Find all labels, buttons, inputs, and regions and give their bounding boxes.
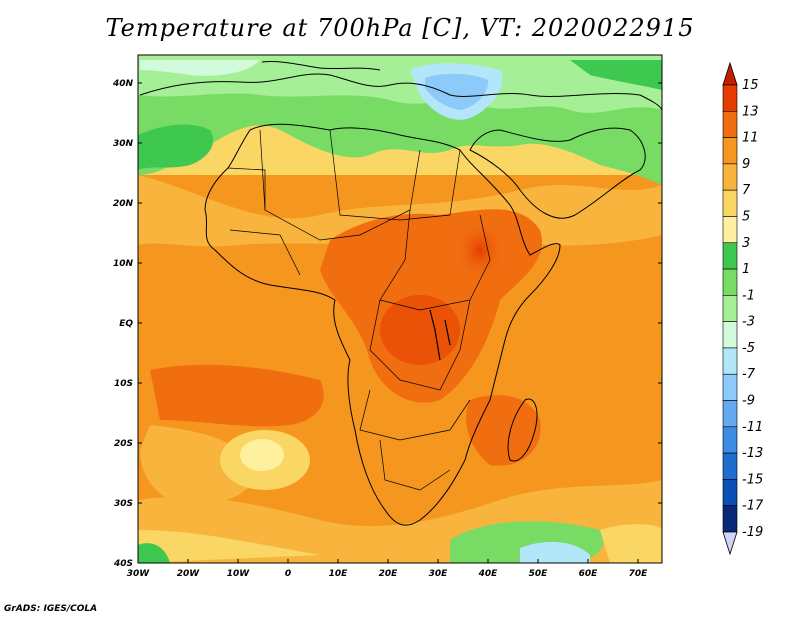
colorbar-swatch (722, 268, 738, 296)
colorbar-bottom-arrow (722, 531, 738, 556)
colorbar-swatch (722, 137, 738, 165)
colorbar-swatch (722, 84, 738, 112)
longitude-labels: 30W 20W 10W 0 10E 20E 30E 40E 50E 60E 70… (127, 569, 648, 579)
colorbar-swatch (722, 479, 738, 507)
colorbar-swatch (722, 426, 738, 454)
lon-label: 40E (478, 569, 499, 579)
lon-label: 20E (379, 569, 399, 579)
latitude-labels: 40N 30N 20N 10N EQ 10S 20S 30S 40S (112, 79, 134, 569)
axis-ticks (138, 82, 662, 563)
lon-label: 70E (629, 569, 649, 579)
colorbar-label: -13 (742, 446, 763, 461)
temperature-field (138, 55, 662, 563)
lon-label: 10E (329, 569, 349, 579)
colorbar-swatch (722, 347, 738, 375)
colorbar-swatch (722, 505, 738, 533)
lat-label: 30N (113, 139, 134, 149)
lat-label: EQ (119, 319, 133, 329)
lon-label: 0 (285, 569, 291, 579)
colorbar-label: -15 (742, 472, 763, 487)
colorbar-swatch (722, 189, 738, 217)
map-title: Temperature at 700hPa [C], VT: 202002291… (105, 14, 695, 42)
lat-label: 40S (113, 559, 133, 569)
map-frame (137, 54, 663, 564)
colorbar-swatch (722, 373, 738, 401)
lon-label: 20W (177, 569, 201, 579)
lon-label: 10W (227, 569, 251, 579)
coastlines (139, 61, 662, 526)
colorbar-label: 11 (742, 131, 759, 146)
colorbar-label: 5 (742, 209, 750, 224)
colorbar-label: -3 (742, 315, 755, 330)
colorbar-swatch (722, 452, 738, 480)
lon-label: 50E (529, 569, 549, 579)
colorbar-label: 1 (742, 262, 750, 277)
colorbar: 15 13 11 9 7 5 3 1 -1 -3 -5 -7 -9 -11 -13 -15 -17 -19 (722, 61, 764, 556)
colorbar-label: 3 (742, 236, 750, 251)
lat-label: 10N (113, 259, 134, 269)
lon-label: 30E (429, 569, 449, 579)
colorbar-label: -11 (742, 420, 763, 435)
colorbar-label: 7 (742, 183, 751, 198)
colorbar-label: 9 (742, 157, 750, 172)
lat-label: 20N (113, 199, 134, 209)
colorbar-label: -7 (742, 367, 756, 382)
colorbar-swatch (722, 400, 738, 428)
lon-label: 30W (127, 569, 151, 579)
lat-label: 10S (114, 379, 133, 389)
colorbar-swatch (722, 295, 738, 322)
credit-label: GrADS: IGES/COLA (4, 604, 98, 614)
lat-label: 40N (112, 79, 134, 89)
colorbar-swatch (722, 163, 738, 191)
colorbar-swatch (722, 216, 738, 244)
colorbar-label: -19 (742, 525, 763, 540)
lon-label: 60E (579, 569, 599, 579)
lat-label: 30S (114, 499, 133, 509)
colorbar-label: -5 (742, 341, 755, 356)
colorbar-swatch (722, 321, 738, 349)
colorbar-label: -1 (742, 288, 755, 303)
colorbar-label: -17 (742, 499, 764, 514)
colorbar-label: -9 (742, 394, 755, 409)
colorbar-label: 15 (742, 78, 759, 93)
lat-label: 20S (114, 439, 133, 449)
colorbar-swatch (722, 242, 738, 270)
colorbar-swatch (722, 110, 738, 138)
colorbar-label: 13 (742, 104, 759, 119)
colorbar-top-arrow (722, 61, 738, 86)
